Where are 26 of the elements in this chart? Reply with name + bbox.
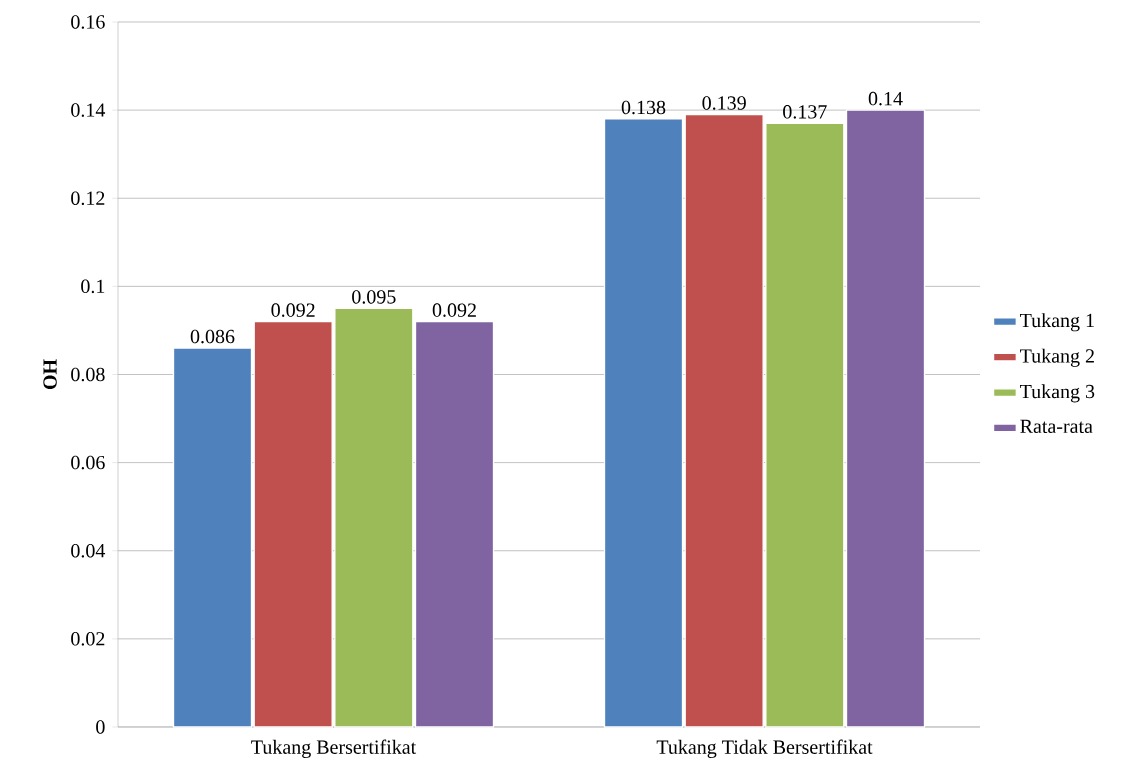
data-label: 0.086 <box>190 329 235 344</box>
data-label: 0.137 <box>783 105 827 119</box>
y-tick-label: 0.04 <box>71 543 106 558</box>
y-axis-title: OH <box>43 359 57 390</box>
legend-label: Tukang 1 <box>1020 313 1094 332</box>
x-tick-label: Tukang Tidak Bersertifikat <box>656 739 873 758</box>
y-tick-label: 0.06 <box>71 455 105 470</box>
data-label: 0.095 <box>352 290 396 304</box>
y-tick-label: 0.08 <box>71 367 105 382</box>
y-tick-label: 0.16 <box>71 15 105 29</box>
y-tick-label: 0.1 <box>81 279 105 294</box>
y-tick-label: 0.02 <box>71 632 105 646</box>
bar <box>172 347 253 728</box>
data-label: 0.139 <box>702 96 746 110</box>
data-label: 0.14 <box>868 91 903 106</box>
y-tick-label: 0.12 <box>71 191 105 206</box>
data-label: 0.092 <box>432 303 476 317</box>
x-tick-label: Tukang Bersertifikat <box>251 739 417 758</box>
bar <box>603 118 684 728</box>
legend-label: Rata-rata <box>1020 419 1093 434</box>
legend-label: Tukang 3 <box>1020 384 1095 403</box>
data-label: 0.092 <box>271 303 315 317</box>
y-tick-label: 0.14 <box>71 103 106 117</box>
data-label: 0.138 <box>621 100 666 115</box>
y-tick-label: 0 <box>96 720 105 734</box>
legend-label: Tukang 2 <box>1020 348 1094 367</box>
